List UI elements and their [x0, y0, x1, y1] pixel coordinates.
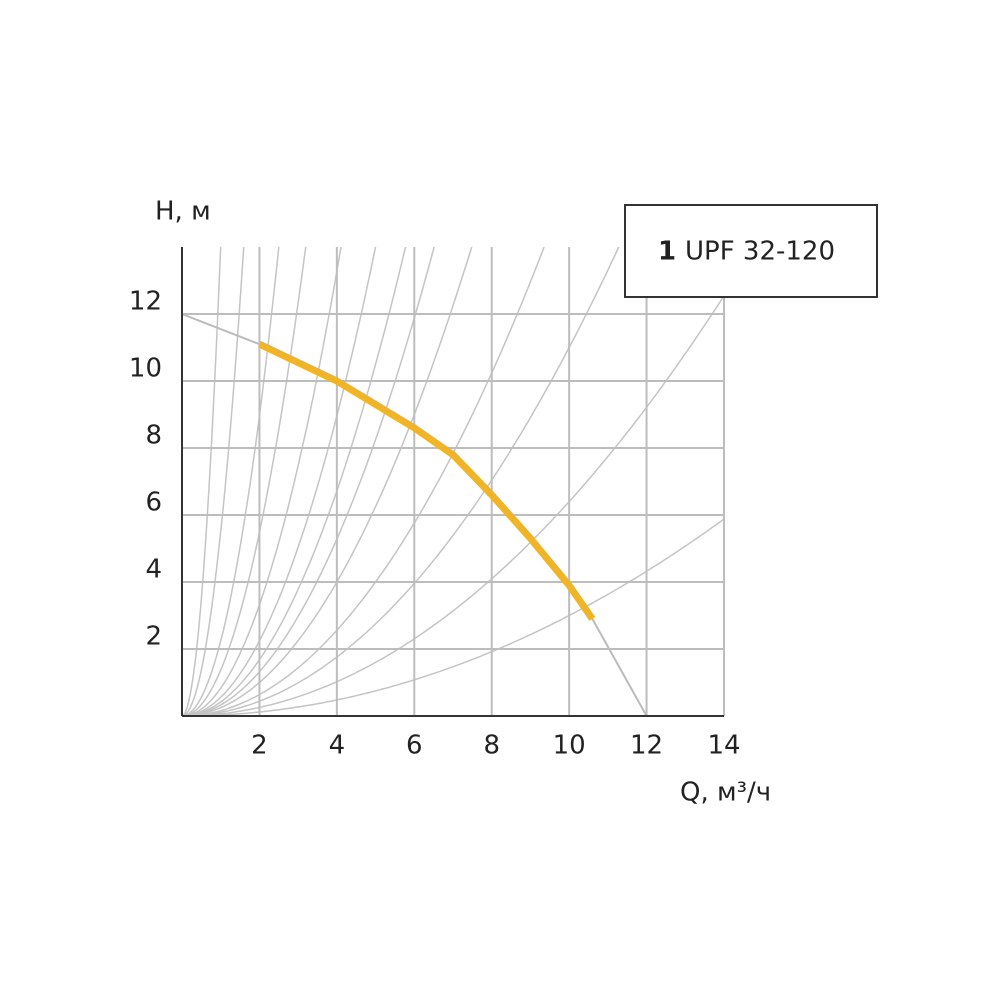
x-tick-label: 10	[553, 731, 586, 761]
system-curve	[182, 247, 280, 716]
y-axis-label: H, м	[155, 197, 211, 227]
y-tick-label: 8	[145, 421, 162, 451]
x-tick-label: 2	[251, 731, 268, 761]
y-tick-label: 12	[129, 287, 162, 317]
system-curve	[182, 247, 222, 716]
legend-box	[624, 204, 878, 298]
system-curve	[182, 247, 473, 716]
y-tick-label: 10	[129, 354, 162, 384]
y-tick-label: 4	[145, 555, 162, 585]
y-tick-label: 2	[145, 622, 162, 652]
x-tick-label: 14	[707, 731, 740, 761]
x-tick-label: 6	[406, 731, 423, 761]
system-curve	[182, 247, 342, 716]
system-curve	[182, 247, 377, 716]
system-curve	[182, 518, 724, 716]
system-curve	[182, 247, 407, 716]
legend-label: UPF 32-120	[685, 237, 835, 267]
y-tick-label: 6	[145, 488, 162, 518]
legend-number: 1	[658, 237, 676, 267]
system-curve	[182, 247, 620, 716]
x-axis-label: Q, м³/ч	[680, 778, 771, 808]
system-curve	[182, 247, 245, 716]
pump-curve	[257, 340, 596, 621]
system-curve	[182, 247, 545, 716]
x-tick-label: 12	[630, 731, 663, 761]
x-tick-label: 8	[483, 731, 500, 761]
plot-area	[182, 247, 724, 716]
system-curve	[182, 247, 435, 716]
system-curve	[182, 247, 307, 716]
x-tick-label: 4	[329, 731, 346, 761]
system-curve	[182, 295, 724, 716]
